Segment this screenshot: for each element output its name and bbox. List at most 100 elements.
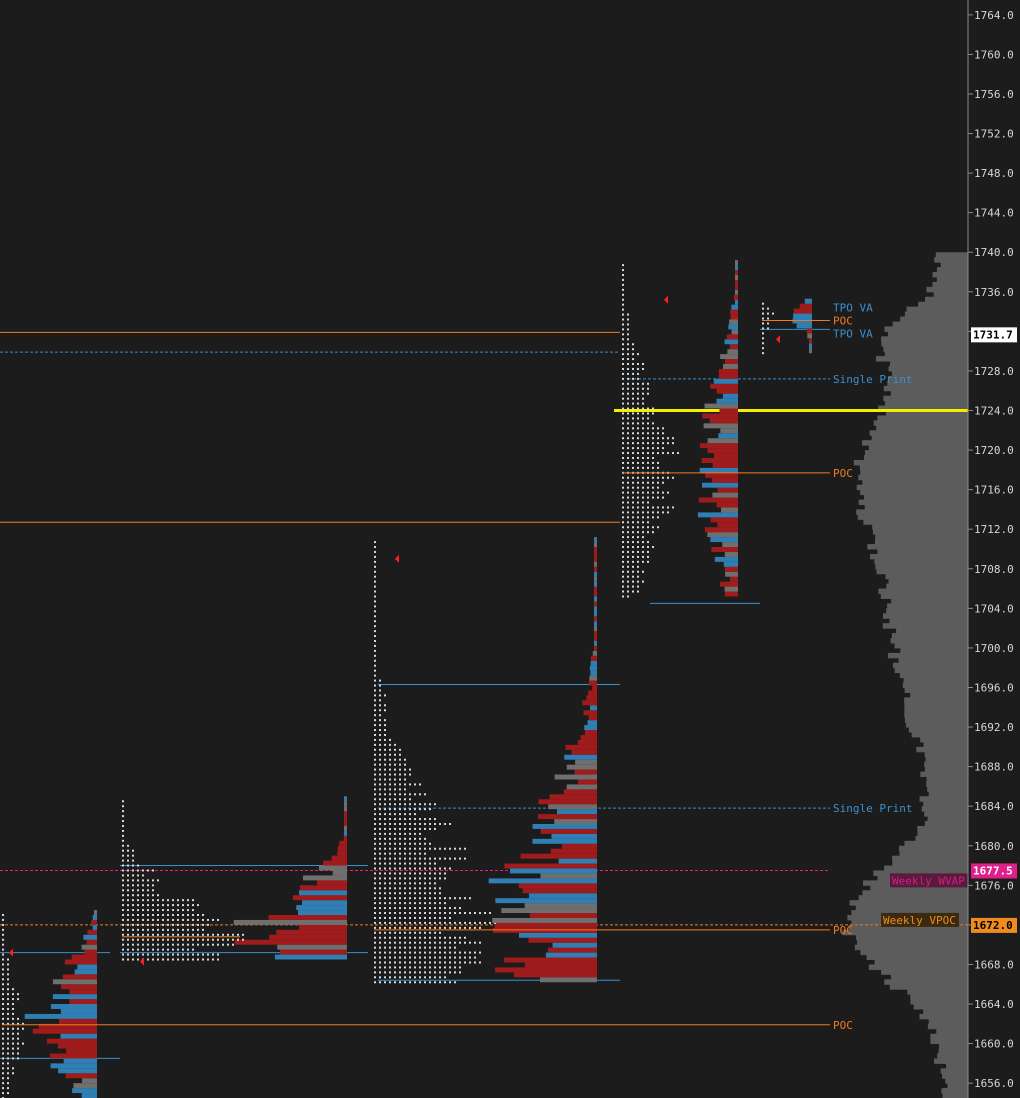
tpo-dot bbox=[232, 943, 234, 946]
tpo-dot bbox=[762, 322, 764, 325]
tpo-dot bbox=[374, 615, 376, 618]
tpo-dot bbox=[389, 887, 391, 890]
tpo-dot bbox=[384, 897, 386, 900]
tpo-dot bbox=[379, 714, 381, 717]
tpo-dot bbox=[394, 788, 396, 791]
tpo-dot bbox=[2, 1027, 4, 1030]
tpo-dot bbox=[379, 936, 381, 939]
tpo-dot bbox=[12, 1052, 14, 1055]
tpo-dot bbox=[627, 348, 629, 351]
tpo-dot bbox=[642, 521, 644, 524]
tpo-dot bbox=[404, 907, 406, 910]
tpo-dot bbox=[637, 442, 639, 445]
tpo-dot bbox=[404, 763, 406, 766]
composite-volume-profile bbox=[842, 252, 968, 1098]
tpo-dot bbox=[424, 936, 426, 939]
tpo-dot bbox=[399, 837, 401, 840]
tpo-dot bbox=[379, 926, 381, 929]
tpo-dot bbox=[404, 808, 406, 811]
tpo-dot bbox=[384, 763, 386, 766]
tpo-dot bbox=[152, 948, 154, 951]
tpo-dot bbox=[449, 946, 451, 949]
tpo-dot bbox=[439, 912, 441, 915]
tpo-dot bbox=[429, 803, 431, 806]
tpo-dot bbox=[622, 377, 624, 380]
tpo-dot bbox=[409, 857, 411, 860]
tpo-dot bbox=[242, 938, 244, 941]
tpo-dot bbox=[404, 837, 406, 840]
tpo-dot bbox=[374, 956, 376, 959]
tpo-dot bbox=[142, 889, 144, 892]
tpo-dot bbox=[627, 536, 629, 539]
tpo-dot bbox=[399, 748, 401, 751]
tpo-dot bbox=[627, 417, 629, 420]
tpo-dot bbox=[419, 941, 421, 944]
tpo-dot bbox=[647, 506, 649, 509]
tpo-dot bbox=[429, 897, 431, 900]
volume-bar bbox=[82, 1078, 97, 1084]
tpo-dot bbox=[399, 907, 401, 910]
tpo-dot bbox=[2, 1003, 4, 1006]
tpo-dot bbox=[12, 1042, 14, 1045]
tpo-dot bbox=[122, 904, 124, 907]
open-marker bbox=[395, 554, 399, 563]
tpo-dot bbox=[167, 909, 169, 912]
tpo-dot bbox=[642, 452, 644, 455]
price-axis[interactable]: 1656.01660.01664.01668.01672.01676.01680… bbox=[967, 0, 1017, 1098]
tpo-dot bbox=[17, 1032, 19, 1035]
tpo-dot bbox=[404, 956, 406, 959]
tpo-dot bbox=[647, 427, 649, 430]
volume-bar bbox=[724, 591, 738, 597]
tpo-dot bbox=[389, 897, 391, 900]
tpo-dot bbox=[419, 892, 421, 895]
tpo-dot bbox=[172, 914, 174, 916]
tpo-dot bbox=[379, 892, 381, 895]
tpo-dot bbox=[157, 943, 159, 946]
tpo-dot bbox=[17, 1027, 19, 1030]
tpo-dot bbox=[632, 531, 634, 534]
tpo-dot bbox=[637, 521, 639, 524]
tpo-dot bbox=[464, 897, 466, 900]
tpo-dot bbox=[162, 948, 164, 951]
volume-bar bbox=[274, 954, 347, 960]
tpo-dot bbox=[2, 1087, 4, 1090]
tpo-dot bbox=[652, 531, 654, 534]
tpo-dot bbox=[419, 971, 421, 974]
tpo-dot bbox=[147, 953, 149, 956]
tpo-dot bbox=[384, 892, 386, 895]
tpo-dot bbox=[419, 912, 421, 915]
composite-profile-bar bbox=[908, 727, 968, 733]
tpo-dot bbox=[414, 847, 416, 850]
tpo-dot bbox=[637, 501, 639, 504]
tpo-dot bbox=[419, 926, 421, 929]
tpo-dot bbox=[414, 921, 416, 924]
tpo-dot bbox=[2, 1052, 4, 1055]
volume-bar bbox=[299, 890, 347, 896]
tpo-dot bbox=[394, 798, 396, 801]
composite-profile-bar bbox=[935, 252, 968, 258]
tpo-dot bbox=[374, 753, 376, 756]
tpo-dot bbox=[137, 899, 139, 902]
tpo-dot bbox=[404, 926, 406, 929]
tpo-dot bbox=[132, 849, 134, 852]
tpo-dot bbox=[127, 889, 129, 892]
tpo-dot bbox=[122, 923, 124, 926]
tpo-dot bbox=[374, 877, 376, 880]
tpo-dot bbox=[384, 738, 386, 741]
volume-bar bbox=[699, 467, 738, 473]
volume-bar bbox=[594, 611, 597, 617]
tpo-dot bbox=[444, 857, 446, 860]
tpo-dot bbox=[439, 941, 441, 944]
composite-profile-bar bbox=[856, 484, 968, 491]
tpo-dot bbox=[414, 892, 416, 895]
tpo-dot bbox=[434, 921, 436, 924]
tpo-dot bbox=[627, 570, 629, 573]
tpo-dot bbox=[157, 923, 159, 926]
composite-profile-bar bbox=[902, 682, 968, 688]
tpo-dot bbox=[399, 916, 401, 919]
tpo-dot bbox=[192, 943, 194, 946]
tpo-dot bbox=[404, 946, 406, 949]
tpo-dot bbox=[632, 526, 634, 529]
composite-profile-bar bbox=[890, 638, 968, 644]
